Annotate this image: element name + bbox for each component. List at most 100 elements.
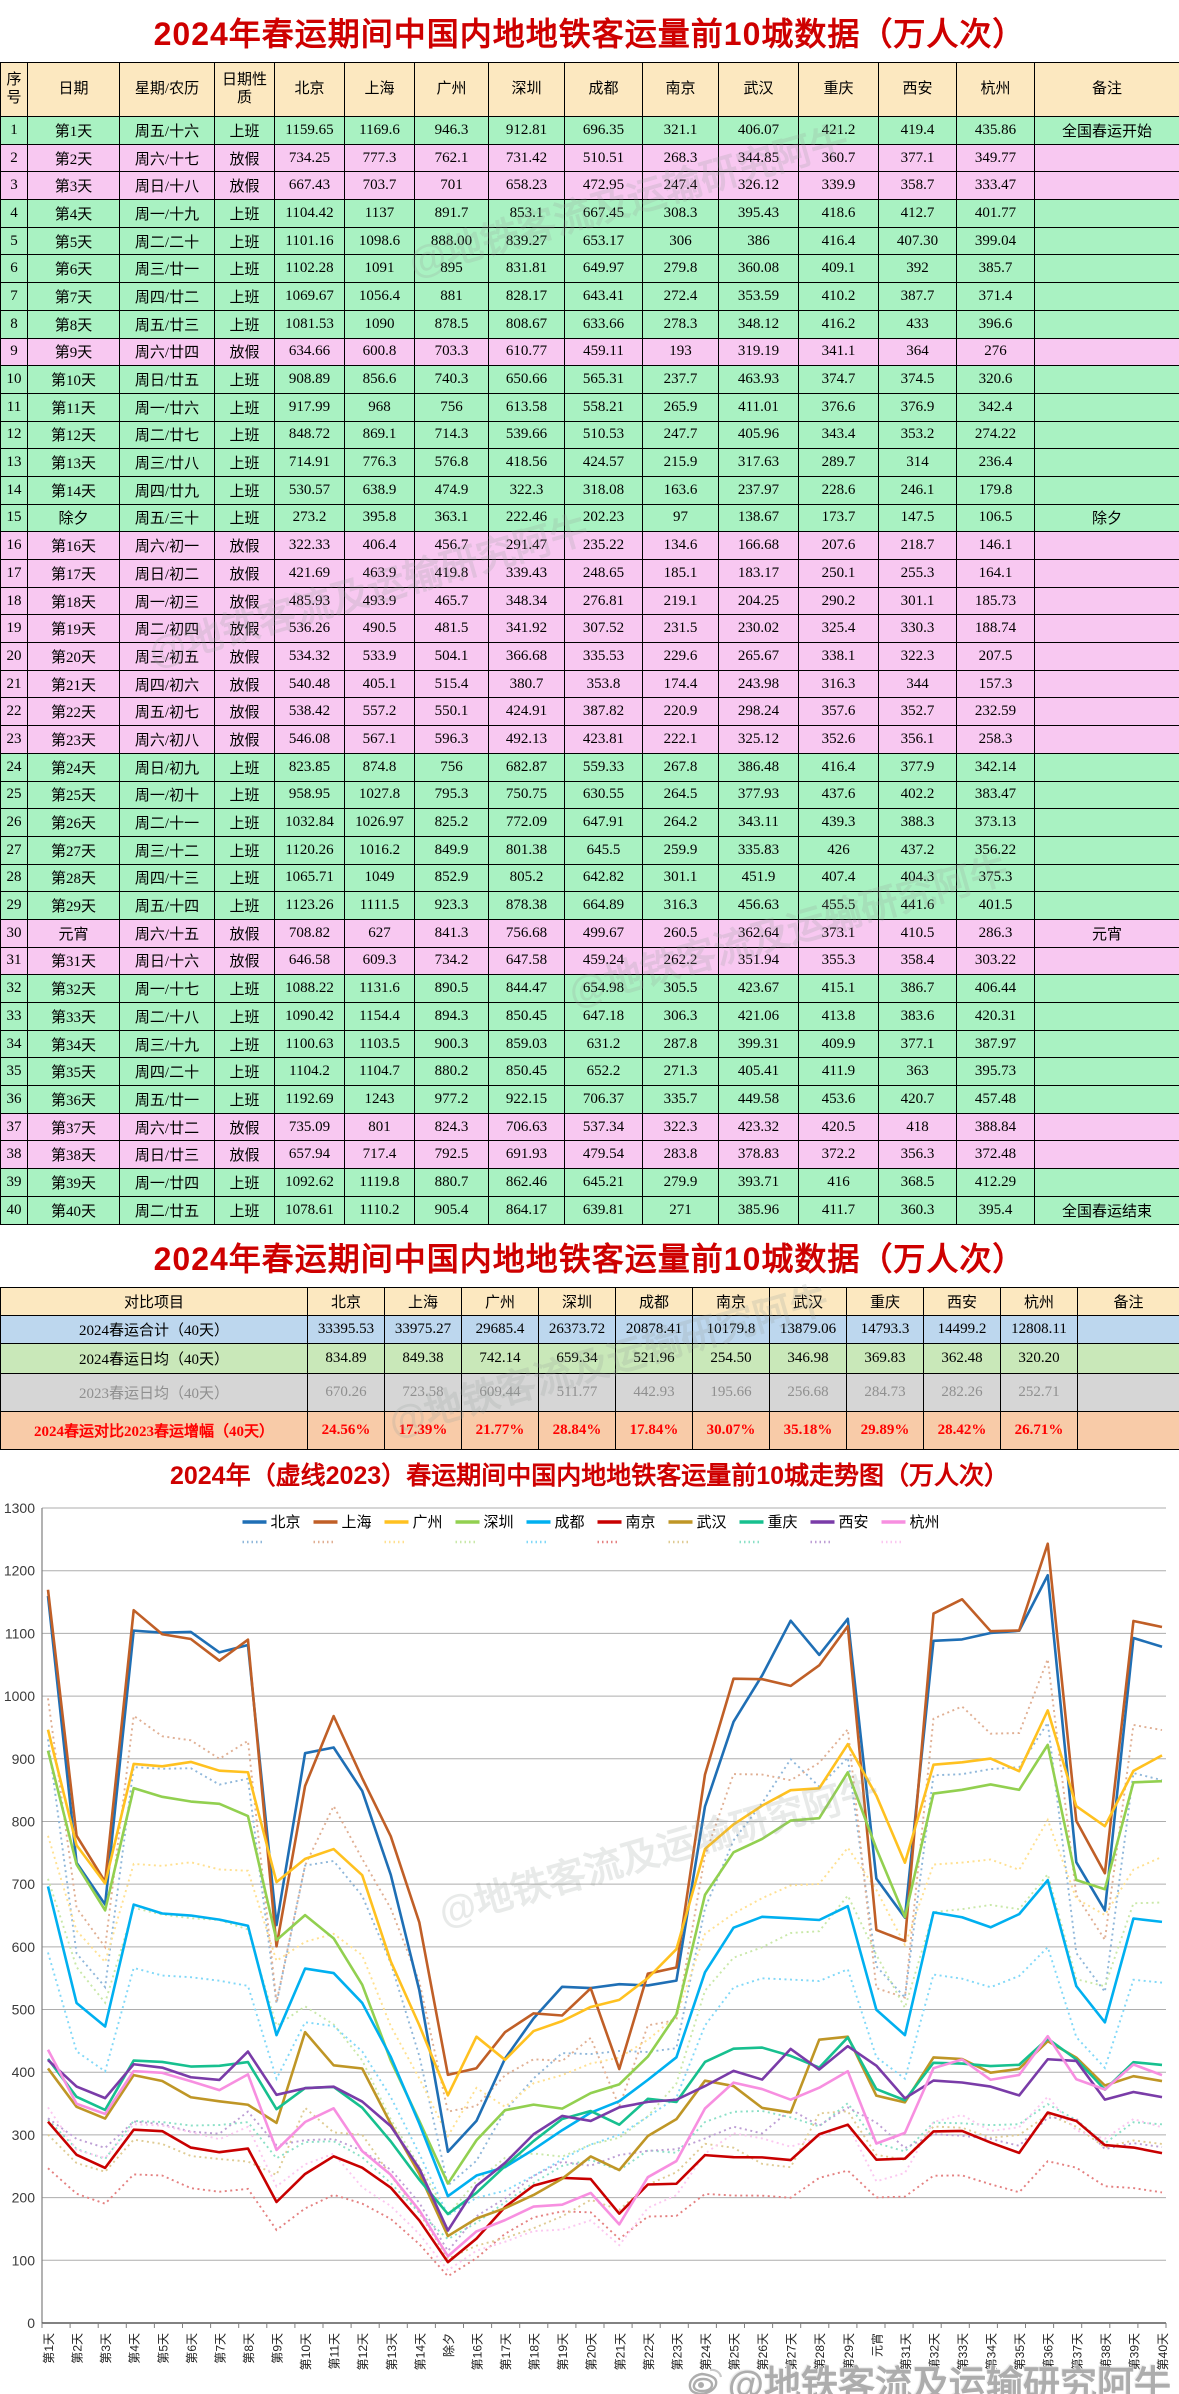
- data-cell: 106.5: [956, 503, 1035, 533]
- table-row: 1 第1天 周五/十六 上班 1159.65 1169.6 946.3 912.81 696.3…: [0, 116, 1179, 145]
- row-index: 20: [0, 642, 28, 671]
- data-cell: 557.2: [344, 697, 415, 727]
- data-cell: 1123.26: [274, 891, 345, 920]
- data-cell: 459.24: [564, 946, 643, 976]
- data-cell: 247.7: [642, 420, 719, 450]
- x-axis-category-label: 第33天: [956, 2333, 970, 2370]
- data-cell: 510.51: [564, 143, 643, 173]
- data-cell: 645.21: [564, 1168, 643, 1197]
- data-cell: 421.2: [798, 116, 879, 145]
- data-cell: 268.3: [642, 143, 719, 173]
- data-cell: 第18天: [27, 586, 120, 616]
- y-axis-tick-label: 1200: [4, 1562, 35, 1578]
- data-cell: 周四/十三: [119, 863, 215, 893]
- data-cell: 492.13: [488, 725, 565, 754]
- data-cell: 305.5: [642, 974, 719, 1003]
- x-axis-category-label: 第38天: [1099, 2333, 1113, 2370]
- data-cell: 437.6: [798, 780, 879, 810]
- data-cell: 908.89: [274, 365, 345, 394]
- x-axis-category-label: 第22天: [642, 2333, 656, 2370]
- data-cell: 756: [414, 392, 489, 422]
- x-axis-category-label: 第11天: [328, 2333, 342, 2369]
- row-index: 37: [0, 1112, 28, 1142]
- data-cell: 第9天: [27, 337, 120, 367]
- data-cell: 356.22: [956, 835, 1035, 865]
- data-cell: 946.3: [414, 116, 489, 145]
- summary-cell: [1077, 1314, 1179, 1344]
- column-header: 重庆: [846, 1286, 924, 1316]
- column-header: 日期: [27, 62, 120, 117]
- data-cell: 682.87: [488, 752, 565, 782]
- data-cell: 1032.84: [274, 808, 345, 837]
- data-cell: 824.3: [414, 1112, 489, 1142]
- x-axis-category-label: 第3天: [99, 2333, 113, 2364]
- row-index: 3: [0, 171, 28, 201]
- column-header: 杭州: [1000, 1286, 1078, 1316]
- data-cell: 630.55: [564, 780, 643, 810]
- data-cell: 437.2: [878, 835, 957, 865]
- table-row: 31 第31天 周日/十六 放假 646.58 609.3 734.2 647.58 459.2…: [0, 946, 1179, 976]
- data-cell: 412.29: [956, 1168, 1035, 1197]
- data-cell: 第35天: [27, 1057, 120, 1087]
- data-cell: 272.4: [642, 282, 719, 311]
- note-cell: [1034, 780, 1179, 810]
- data-cell: 401.5: [956, 891, 1035, 920]
- table-row: 30 元宵 周六/十五 放假 708.82 627 841.3 756.68 499.67 260…: [0, 918, 1179, 948]
- table-row: 39 第39天 周一/廿四 上班 1092.62 1119.8 880.7 862.46 645…: [0, 1168, 1179, 1197]
- x-axis-category-label: 第12天: [356, 2333, 370, 2370]
- data-cell: 776.3: [344, 448, 415, 477]
- data-cell: 第3天: [27, 171, 120, 201]
- row-index: 28: [0, 863, 28, 893]
- summary-cell: 849.38: [384, 1342, 462, 1374]
- data-cell: 864.17: [488, 1195, 565, 1225]
- data-cell: 放假: [214, 918, 275, 948]
- data-cell: 453.6: [798, 1085, 879, 1114]
- data-cell: 第32天: [27, 974, 120, 1003]
- data-cell: 456.63: [718, 891, 799, 920]
- data-cell: 第7天: [27, 282, 120, 311]
- legend-label-重庆: 重庆: [768, 1514, 798, 1531]
- trend-chart-svg: 0 100 200 300 400 500 600 700 800 900 1000 1100 1200…: [4, 1500, 1170, 2370]
- data-cell: 406.07: [718, 116, 799, 145]
- row-index: 10: [0, 365, 28, 394]
- x-axis-category-label: 第26天: [756, 2333, 770, 2370]
- note-cell: [1034, 697, 1179, 727]
- table-row: 34 第34天 周三/十九 上班 1100.63 1103.5 900.3 859.03 631…: [0, 1029, 1179, 1059]
- summary-row-label: 2024春运合计（40天）: [0, 1314, 308, 1344]
- data-cell: 1088.22: [274, 974, 345, 1003]
- x-axis-category-label: 第18天: [528, 2333, 542, 2370]
- data-cell: 267.8: [642, 752, 719, 782]
- data-cell: 472.95: [564, 171, 643, 201]
- data-cell: 463.9: [344, 559, 415, 588]
- data-cell: 538.42: [274, 697, 345, 727]
- x-axis-category-label: 第28天: [813, 2333, 827, 2370]
- legend-label-杭州: 杭州: [910, 1514, 940, 1531]
- x-axis-category-label: 第16天: [470, 2333, 484, 2370]
- data-cell: 289.7: [798, 448, 879, 477]
- data-cell: 163.6: [642, 475, 719, 505]
- data-cell: 801.38: [488, 835, 565, 865]
- data-cell: 第14天: [27, 475, 120, 505]
- column-header: 广州: [461, 1286, 539, 1316]
- data-cell: 周五/廿三: [119, 309, 215, 339]
- data-cell: 放假: [214, 337, 275, 367]
- note-cell: [1034, 171, 1179, 201]
- data-cell: 146.1: [956, 531, 1035, 560]
- legend-label-上海: 上海: [342, 1514, 372, 1531]
- data-cell: 322.3: [642, 1112, 719, 1142]
- data-cell: 335.83: [718, 835, 799, 865]
- data-cell: 330.3: [878, 614, 957, 644]
- trend-chart: 2024年（虚线2023）春运期间中国内地地铁客运量前10城走势图（万人次） 0…: [0, 1456, 1179, 2394]
- series-2023-南京: [47, 2159, 1163, 2277]
- x-axis-category-label: 第27天: [785, 2333, 799, 2370]
- x-axis-category-label: 第13天: [385, 2333, 399, 2370]
- data-cell: 393.71: [718, 1168, 799, 1197]
- data-cell: 上班: [214, 420, 275, 450]
- data-cell: 元宵: [27, 918, 120, 948]
- data-cell: 416.4: [798, 226, 879, 256]
- data-cell: 第26天: [27, 808, 120, 837]
- row-index: 14: [0, 475, 28, 505]
- summary-cell: 17.39%: [384, 1410, 462, 1450]
- series-2023-成都: [47, 1944, 1163, 2217]
- data-cell: 上班: [214, 780, 275, 810]
